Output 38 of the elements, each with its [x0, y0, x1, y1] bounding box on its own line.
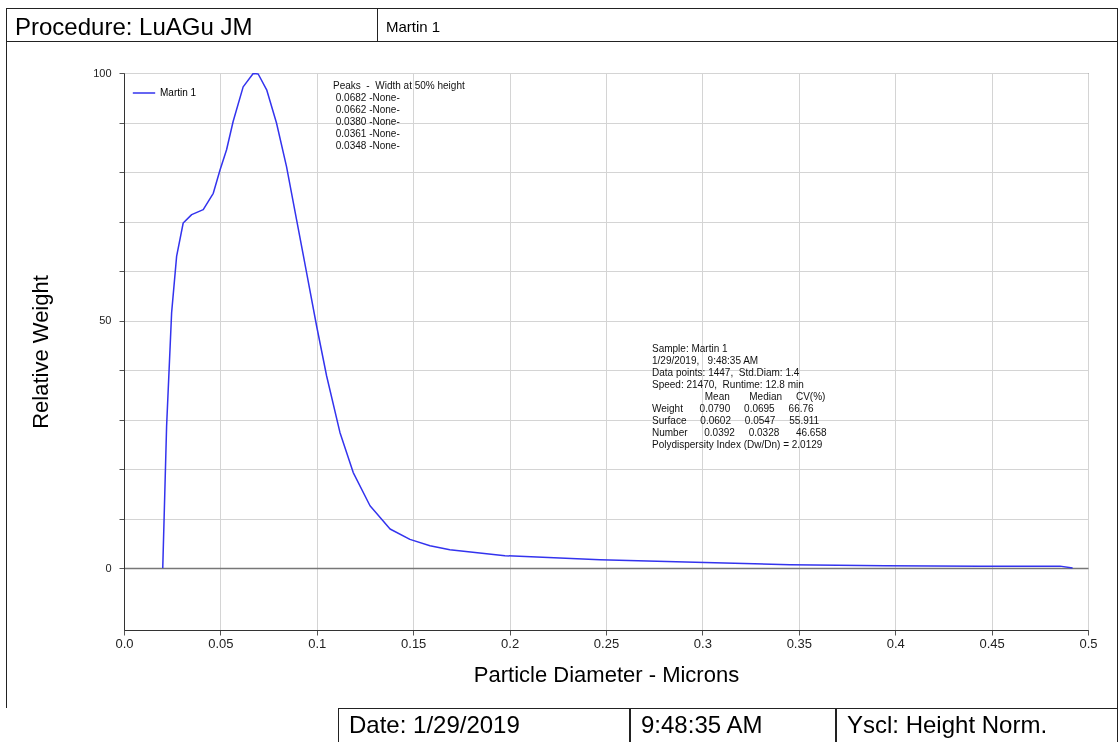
y-tick-label: 0 — [105, 561, 112, 574]
text: Date: 1/29/2019 — [338, 708, 630, 742]
text: 9:48:35 AM — [630, 708, 836, 742]
annotation: Data points: 1447, Std.Diam: 1.4 — [652, 367, 800, 378]
annotation: Peaks - Width at 50% height — [333, 80, 465, 91]
x-tick-label: 0.0 — [115, 635, 134, 651]
text: Yscl: Height Norm. — [836, 708, 1118, 742]
x-tick-label: 0.3 — [693, 635, 712, 651]
chart-title: Procedure: LuAGu JM — [6, 8, 378, 42]
annotation: 0.0662 -None- — [335, 104, 400, 115]
x-tick-label: 0.4 — [886, 635, 905, 651]
annotation: Number 0.0392 0.0328 46.658 — [652, 427, 827, 438]
x-tick-label: 0.15 — [401, 635, 427, 651]
annotation: Mean Median CV(%) — [704, 391, 826, 402]
annotation: 0.0361 -None- — [335, 128, 400, 139]
annotation: Sample: Martin 1 — [652, 343, 728, 354]
annotation: 0.0380 -None- — [335, 116, 400, 127]
x-tick-label: 0.45 — [979, 635, 1005, 651]
annotation: Polydispersity Index (Dw/Dn) = 2.0129 — [652, 439, 823, 450]
annotation: Surface 0.0602 0.0547 55.911 — [652, 415, 820, 426]
x-tick-label: 0.5 — [1079, 635, 1098, 651]
x-tick-label: 0.1 — [308, 635, 327, 651]
chart-subtitle: Martin 1 — [377, 8, 1118, 42]
x-axis-title: Particle Diameter - Microns — [473, 661, 740, 687]
annotation: Weight 0.0790 0.0695 66.76 — [652, 403, 814, 414]
y-axis-title: Relative Weight — [28, 275, 54, 429]
y-tick-label: 50 — [99, 314, 112, 327]
annotation: 0.0348 -None- — [335, 140, 400, 151]
x-tick-label: 0.2 — [501, 635, 520, 651]
x-tick-label: 0.25 — [593, 635, 620, 651]
line-series — [162, 73, 1074, 569]
x-tick-label: 0.05 — [208, 635, 234, 651]
annotation: 1/29/2019, 9:48:35 AM — [652, 355, 759, 366]
y-tick-label: 100 — [93, 66, 112, 79]
x-tick-label: 0.35 — [786, 635, 812, 651]
legend-label: Martin 1 — [160, 87, 197, 98]
annotation: 0.0682 -None- — [335, 92, 400, 103]
annotation: Speed: 21470, Runtime: 12.8 min — [652, 379, 804, 390]
